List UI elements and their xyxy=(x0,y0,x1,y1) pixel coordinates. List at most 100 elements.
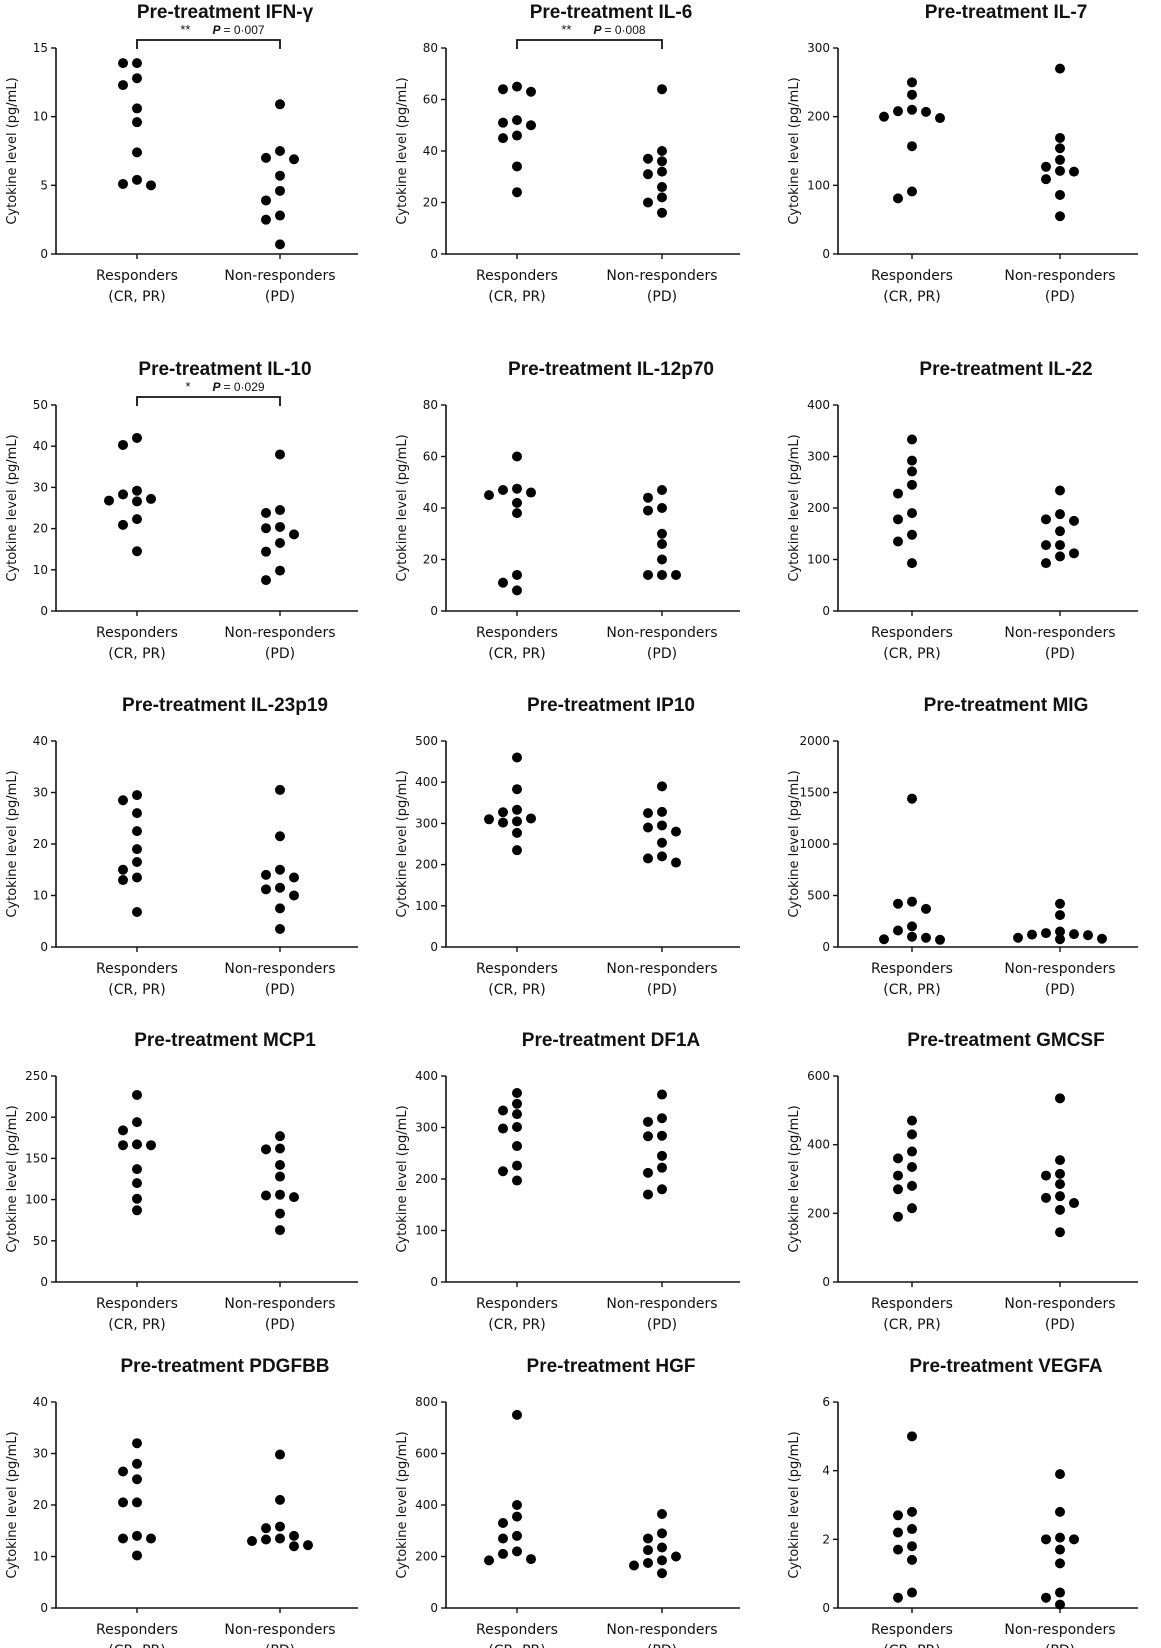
x-group-label: (CR, PR) xyxy=(108,1643,166,1648)
data-point xyxy=(118,1125,128,1136)
y-tick-label: 40 xyxy=(33,1395,48,1409)
x-group-label: Non-responders xyxy=(1004,268,1115,284)
data-point xyxy=(261,884,271,895)
data-point xyxy=(907,1524,917,1535)
data-point xyxy=(118,58,128,69)
data-point xyxy=(275,1533,285,1544)
data-point xyxy=(132,1117,142,1128)
data-point xyxy=(657,781,667,792)
data-point xyxy=(132,485,142,496)
data-point xyxy=(643,1131,653,1142)
x-group-label: (PD) xyxy=(647,289,677,305)
data-point xyxy=(1097,933,1107,944)
data-point xyxy=(893,1153,903,1164)
data-point xyxy=(893,1211,903,1222)
x-group-label: (PD) xyxy=(647,1643,677,1648)
y-tick-label: 100 xyxy=(415,1224,438,1238)
data-point xyxy=(512,161,522,172)
data-point xyxy=(907,1115,917,1126)
data-point xyxy=(657,1568,667,1579)
data-point xyxy=(261,507,271,518)
data-point xyxy=(498,1166,508,1177)
significance-bracket xyxy=(136,396,281,406)
data-point xyxy=(261,1523,271,1534)
y-tick-label: 0 xyxy=(40,1601,48,1615)
p-value: = 0·008 xyxy=(605,23,646,37)
data-point xyxy=(907,1203,917,1214)
data-point xyxy=(132,1089,142,1100)
panel-title: Pre-treatment IL-7 xyxy=(925,2,1088,23)
y-axis-label: Cytokine level (pg/mL) xyxy=(5,1431,20,1578)
data-point xyxy=(907,77,917,88)
y-tick-label: 0 xyxy=(822,247,830,261)
data-point xyxy=(657,1542,667,1553)
data-point xyxy=(498,1123,508,1134)
data-point xyxy=(657,84,667,95)
x-group-label: (CR, PR) xyxy=(883,1317,941,1333)
x-group-label: (CR, PR) xyxy=(883,1643,941,1648)
y-tick-label: 4 xyxy=(822,1464,830,1478)
y-tick-label: 500 xyxy=(415,734,438,748)
data-point xyxy=(146,180,156,191)
data-point xyxy=(118,1497,128,1508)
data-point xyxy=(657,1089,667,1100)
data-point xyxy=(1013,932,1023,943)
y-axis-label: Cytokine level (pg/mL) xyxy=(5,770,20,917)
y-tick-label: 20 xyxy=(33,837,48,851)
panel-title: Pre-treatment GMCSF xyxy=(907,1030,1104,1051)
x-group-label: Non-responders xyxy=(224,268,335,284)
data-point xyxy=(132,1438,142,1449)
panel-title: Pre-treatment IP10 xyxy=(527,695,695,716)
data-point xyxy=(907,508,917,519)
data-point xyxy=(657,146,667,156)
data-point xyxy=(657,1130,667,1141)
data-point xyxy=(132,1178,142,1189)
x-group-label: Responders xyxy=(871,1296,953,1312)
data-point xyxy=(247,1536,257,1547)
data-point xyxy=(484,1555,494,1566)
data-point xyxy=(1069,1198,1079,1209)
panel-1: Pre-treatment IFN-γ 0 5 10 15 Cytokine level … xyxy=(5,2,358,305)
data-point xyxy=(1055,540,1065,551)
data-point xyxy=(261,152,271,163)
data-point xyxy=(1055,1093,1065,1104)
data-point xyxy=(893,925,903,936)
significance-stars: ** xyxy=(180,22,190,37)
x-group-label: Non-responders xyxy=(224,961,335,977)
data-point xyxy=(1055,551,1065,562)
y-tick-label: 60 xyxy=(423,93,438,107)
data-point xyxy=(657,1555,667,1566)
panel-title: Pre-treatment IL-6 xyxy=(530,2,693,23)
data-point xyxy=(289,1192,299,1203)
data-point xyxy=(1069,166,1079,177)
data-point xyxy=(657,820,667,831)
data-point xyxy=(657,1528,667,1539)
data-point xyxy=(893,1527,903,1538)
x-group-label: Responders xyxy=(476,625,558,641)
data-point xyxy=(907,1129,917,1140)
data-point xyxy=(643,808,653,819)
panel-14: Pre-treatment HGF 0 200 400 600 800 Cytokine l… xyxy=(395,1356,740,1648)
y-axis-label: Cytokine level (pg/mL) xyxy=(395,1105,410,1252)
y-tick-label: 20 xyxy=(423,196,438,210)
y-tick-label: 0 xyxy=(822,940,830,954)
data-point xyxy=(893,193,903,204)
data-point xyxy=(643,1116,653,1127)
data-point xyxy=(657,156,667,167)
data-point xyxy=(498,484,508,495)
x-group-label: (CR, PR) xyxy=(488,1643,546,1648)
panel-title: Pre-treatment MCP1 xyxy=(134,1030,316,1051)
data-point xyxy=(1055,1506,1065,1517)
data-point xyxy=(1041,1170,1051,1181)
data-point xyxy=(275,1494,285,1505)
x-group-label: (CR, PR) xyxy=(883,289,941,305)
data-point xyxy=(118,1533,128,1544)
data-point xyxy=(275,1131,285,1142)
data-point xyxy=(289,529,299,540)
y-tick-label: 2 xyxy=(822,1532,830,1546)
p-symbol: P xyxy=(594,23,603,37)
data-point xyxy=(1041,161,1051,172)
y-tick-label: 5 xyxy=(40,178,48,192)
y-tick-label: 10 xyxy=(33,1550,48,1564)
data-point xyxy=(1069,1534,1079,1545)
